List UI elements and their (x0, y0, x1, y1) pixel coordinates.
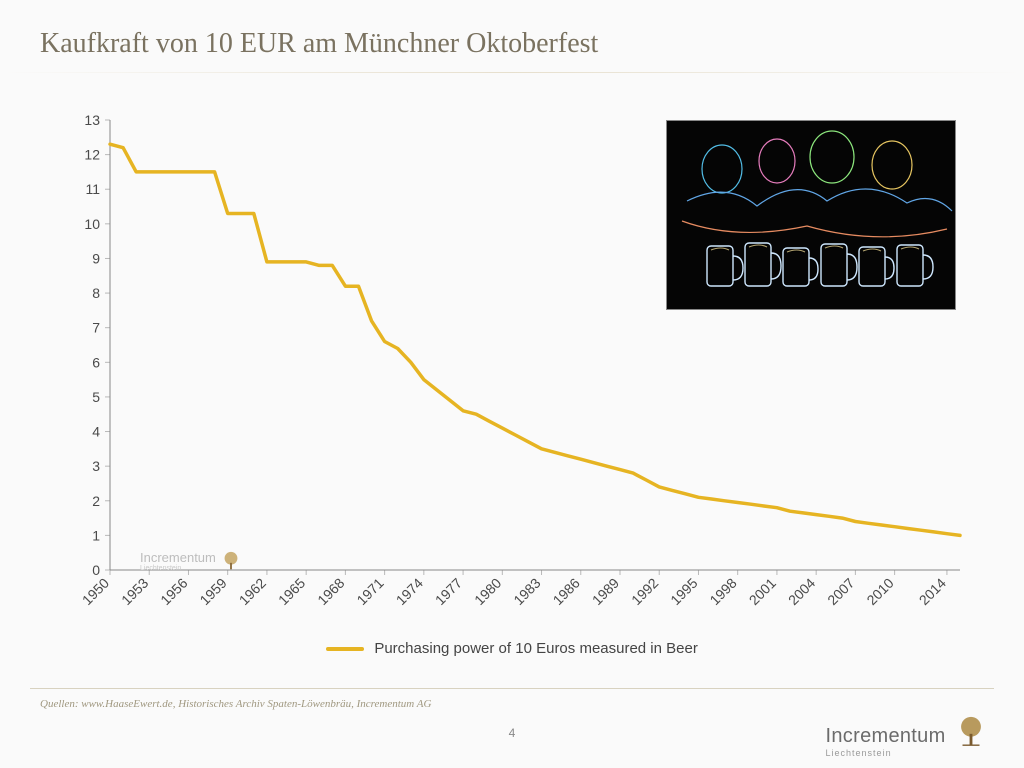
svg-text:4: 4 (92, 424, 100, 440)
svg-text:1959: 1959 (196, 575, 229, 608)
svg-text:9: 9 (92, 250, 100, 266)
svg-text:7: 7 (92, 320, 100, 336)
svg-text:1995: 1995 (667, 575, 700, 608)
inset-image (666, 120, 956, 310)
watermark-logo: Incrementum Liechtenstein (140, 550, 242, 572)
footer-rule (30, 688, 994, 689)
svg-text:6: 6 (92, 354, 100, 370)
slide: Kaufkraft von 10 EUR am Münchner Oktober… (0, 0, 1024, 768)
svg-text:12: 12 (84, 147, 100, 163)
slide-title: Kaufkraft von 10 EUR am Münchner Oktober… (40, 28, 598, 60)
svg-text:1992: 1992 (628, 575, 661, 608)
svg-text:1998: 1998 (706, 575, 739, 608)
tree-icon (954, 714, 988, 748)
watermark-text: Incrementum (140, 550, 216, 565)
svg-text:2010: 2010 (863, 575, 896, 608)
brand-logo: Incrementum Liechtenstein (826, 714, 988, 758)
svg-text:1974: 1974 (393, 575, 426, 608)
svg-text:13: 13 (84, 112, 100, 128)
brand-sub: Liechtenstein (826, 748, 988, 758)
svg-text:1968: 1968 (314, 575, 347, 608)
svg-text:11: 11 (85, 181, 100, 197)
svg-text:5: 5 (92, 389, 100, 405)
svg-text:8: 8 (92, 285, 100, 301)
watermark-sub: Liechtenstein (140, 565, 216, 572)
svg-text:1977: 1977 (432, 575, 465, 608)
svg-text:1953: 1953 (118, 575, 151, 608)
svg-text:1965: 1965 (275, 575, 308, 608)
svg-text:1956: 1956 (157, 575, 190, 608)
svg-text:2001: 2001 (746, 575, 779, 608)
svg-text:1980: 1980 (471, 575, 504, 608)
svg-text:1971: 1971 (353, 575, 386, 608)
svg-text:1962: 1962 (236, 575, 269, 608)
svg-text:2004: 2004 (785, 575, 818, 608)
legend: Purchasing power of 10 Euros measured in… (0, 640, 1024, 657)
svg-text:1: 1 (92, 527, 100, 543)
title-rule (0, 72, 1024, 73)
svg-text:1950: 1950 (79, 575, 112, 608)
svg-text:10: 10 (84, 216, 100, 232)
svg-text:1989: 1989 (589, 575, 622, 608)
legend-swatch (326, 647, 364, 651)
svg-text:2014: 2014 (916, 575, 949, 608)
svg-text:2: 2 (92, 493, 100, 509)
brand-name: Incrementum (826, 725, 946, 747)
svg-text:2007: 2007 (824, 575, 857, 608)
tree-icon (220, 550, 242, 572)
svg-text:1986: 1986 (550, 575, 583, 608)
svg-text:3: 3 (92, 458, 100, 474)
legend-label: Purchasing power of 10 Euros measured in… (374, 640, 698, 657)
sources-text: Quellen: www.HaaseEwert.de, Historisches… (40, 698, 431, 710)
svg-text:1983: 1983 (510, 575, 543, 608)
